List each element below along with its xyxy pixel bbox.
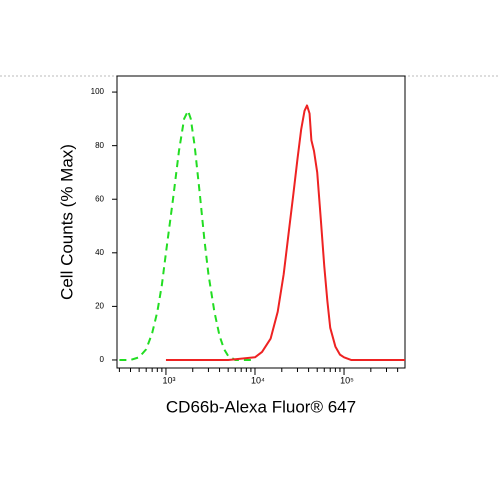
x-tick-label: 10⁵ [340,375,354,385]
x-tick-label: 10⁴ [251,375,265,385]
histogram-line [165,104,405,361]
x-tick-label: 10³ [162,375,175,385]
y-tick-label: 60 [95,194,104,203]
y-tick-label: 20 [95,301,104,310]
y-tick-label: 0 [100,355,105,364]
y-tick-label: 40 [95,248,104,257]
y-axis-label: Cell Counts (% Max) [57,144,76,300]
y-tick-label: 100 [91,87,105,96]
x-axis-label: CD66b-Alexa Fluor® 647 [166,397,356,416]
histogram-line [119,109,255,361]
plot-frame [116,75,406,369]
y-tick-label: 80 [95,141,104,150]
